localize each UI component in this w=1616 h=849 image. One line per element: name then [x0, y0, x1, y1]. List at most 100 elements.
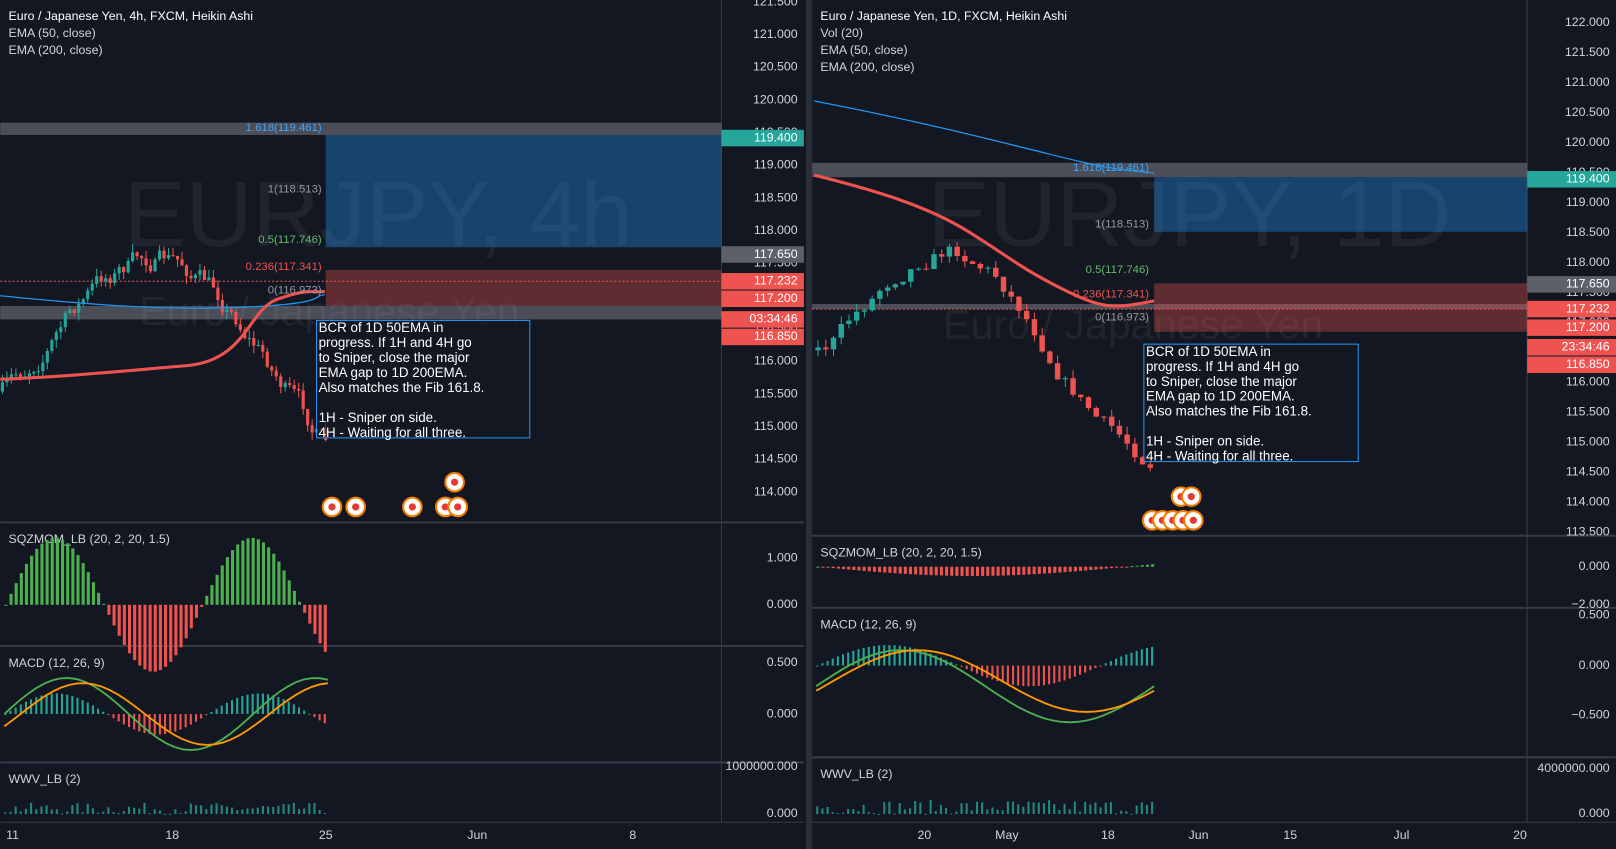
candle-body: [261, 344, 265, 352]
price-tag-label: 117.650: [754, 247, 798, 261]
histogram-bar: [169, 604, 173, 662]
histogram-bar: [847, 808, 850, 814]
legend-line: Euro / Japanese Yen, 4h, FXCM, Heikin As…: [8, 9, 253, 23]
histogram-bar: [220, 805, 223, 814]
histogram-bar: [955, 664, 958, 666]
histogram-bar: [862, 566, 866, 571]
histogram-bar: [220, 565, 224, 605]
histogram-bar: [867, 566, 871, 572]
histogram-bar: [1017, 804, 1020, 814]
histogram-bar: [996, 809, 999, 814]
histogram-bar: [287, 701, 290, 715]
pane-tick-label: 1.000: [767, 551, 798, 565]
candle-body: [846, 320, 852, 325]
price-tick-label: 116.000: [754, 354, 798, 368]
price-tag: [721, 246, 804, 263]
candle-body: [18, 374, 22, 378]
histogram-bar: [1017, 566, 1021, 575]
ema-50: [0, 290, 325, 381]
pane-tick-label: 0.000: [767, 706, 798, 720]
histogram-bar: [1022, 566, 1026, 575]
candle-body: [274, 370, 278, 377]
ema-200: [814, 100, 1155, 174]
histogram-bar: [241, 540, 245, 605]
histogram-bar: [1135, 565, 1139, 567]
histogram-bar: [908, 647, 912, 666]
pane-title: WWV_LB (2): [820, 767, 892, 781]
price-tick-label: 120.500: [1565, 105, 1610, 119]
histogram-bar: [107, 604, 111, 615]
histogram-bar: [1151, 564, 1155, 567]
histogram-bar: [24, 701, 28, 715]
histogram-bar: [76, 555, 80, 605]
candle-body: [1054, 363, 1061, 380]
histogram-bar: [122, 604, 126, 645]
pane-tick-label: 4000000.000: [1537, 761, 1609, 775]
histogram-bar: [996, 665, 999, 682]
note-line: Also matches the Fib 161.8.: [319, 380, 485, 395]
target-zone: [1154, 177, 1528, 232]
histogram-bar: [1068, 809, 1071, 814]
histogram-bar: [1135, 650, 1138, 666]
histogram-bar: [323, 604, 327, 652]
candle-body: [135, 252, 139, 257]
pane-title: MACD (12, 26, 9): [820, 618, 916, 632]
histogram-bar: [236, 810, 239, 814]
histogram-bar: [1115, 813, 1118, 815]
histogram-bar: [1099, 566, 1103, 570]
histogram-bar: [184, 604, 188, 639]
histogram-bar: [836, 656, 839, 666]
price-tick-label: 120.000: [753, 92, 798, 106]
histogram-bar: [1037, 665, 1040, 686]
candle-body: [1147, 464, 1154, 468]
histogram-bar: [826, 660, 829, 666]
candle-body: [1031, 319, 1038, 336]
histogram-bar: [200, 714, 203, 719]
histogram-bar: [929, 799, 932, 814]
event-icon-dot: [1187, 493, 1195, 501]
price-tick-label: 114.500: [754, 452, 798, 466]
histogram-bar: [133, 714, 136, 730]
histogram-bar: [323, 714, 326, 724]
histogram-bar: [1125, 811, 1128, 814]
histogram-bar: [836, 566, 840, 569]
time-tick-label: May: [995, 828, 1019, 842]
price-tick-label: 118.500: [754, 190, 798, 204]
event-icon-dot: [352, 503, 360, 511]
price-tag-label: 117.200: [1566, 320, 1610, 334]
candle-body: [166, 255, 171, 259]
histogram-bar: [991, 807, 994, 814]
histogram-bar: [986, 566, 990, 576]
candle-body: [1047, 351, 1053, 364]
histogram-bar: [1006, 566, 1010, 576]
price-tag: [1527, 319, 1616, 336]
histogram-bar: [308, 604, 312, 624]
histogram-bar: [127, 604, 132, 654]
histogram-bar: [127, 806, 131, 814]
histogram-bar: [872, 813, 875, 815]
histogram-bar: [277, 697, 280, 715]
histogram-bar: [898, 803, 901, 814]
pane-tick-label: 0.500: [1579, 607, 1610, 621]
histogram-bar: [888, 801, 891, 814]
candle-body: [1039, 335, 1045, 352]
histogram-bar: [1120, 810, 1123, 814]
watermark: EURJPY, 4h: [124, 162, 633, 266]
histogram-bar: [893, 566, 897, 574]
histogram-bar: [143, 604, 147, 670]
histogram-bar: [14, 806, 17, 814]
pane-tick-label: 0.500: [767, 655, 798, 669]
histogram-bar: [297, 707, 301, 715]
candle-body: [915, 268, 922, 270]
candle-body: [171, 255, 175, 257]
candle-body: [234, 311, 238, 325]
histogram-bar: [965, 665, 968, 670]
price-tag: [721, 273, 804, 290]
price-tag-label: 119.400: [754, 130, 798, 144]
candle-body: [207, 277, 211, 280]
ema-200: [0, 294, 325, 309]
candle-body: [1023, 310, 1030, 320]
histogram-bar: [950, 813, 953, 815]
event-icon-dot: [408, 503, 416, 511]
histogram-bar: [272, 553, 276, 605]
